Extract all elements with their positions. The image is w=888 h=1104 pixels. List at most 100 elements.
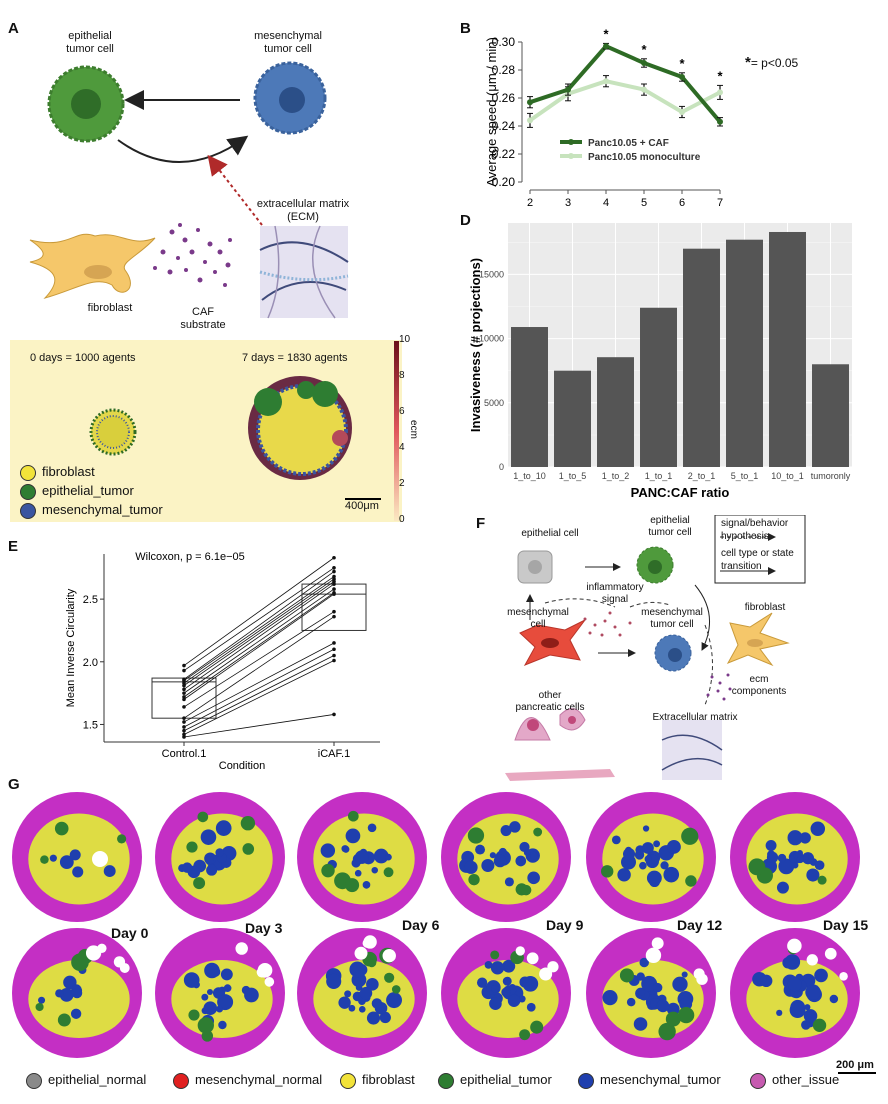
point-icaf [332, 647, 336, 652]
mesenchymal-cluster [489, 852, 497, 859]
panel-label-d: D [460, 212, 471, 229]
mesenchymal-cluster [362, 881, 371, 889]
pair-line [183, 648, 335, 728]
panel-label-e: E [8, 538, 19, 555]
mesenchymal-cluster [784, 954, 801, 970]
mesenchymal-cluster [656, 999, 670, 1013]
epithelial-tumor-cluster [681, 827, 699, 845]
legend-dot [568, 139, 574, 145]
mesenchymal-cluster [679, 997, 693, 1011]
mesenchymal-cluster [384, 853, 392, 861]
simulation-snapshot [441, 928, 571, 1058]
mesenchymal-cluster [373, 848, 389, 864]
data-point [641, 60, 647, 66]
mesenchymal-cluster [502, 959, 516, 973]
circularity-paired-plot: 1.5 2.0 2.5 Control.1 iCAF.1 Wilcoxon, p = 6.… [65, 551, 380, 770]
ecm-image-f [662, 720, 722, 780]
point-icaf [332, 658, 336, 663]
fibroblast-label: fibroblast [87, 302, 133, 314]
epithelial-tumor-cluster [383, 867, 394, 878]
inflammatory-signal-label: inflammatory signal [586, 582, 644, 605]
bar-5_to_1 [726, 239, 763, 467]
point-control [182, 668, 186, 673]
mesenchymal-cluster [660, 861, 669, 870]
series-line-0 [529, 43, 722, 124]
fibroblast-region [28, 813, 130, 905]
mesenchymal-cluster [801, 1020, 811, 1030]
gap [824, 947, 837, 960]
point-icaf [332, 609, 336, 614]
mesenchymal-cluster [374, 1001, 388, 1015]
x-tick-label: 4 [603, 197, 609, 209]
epithelial-tumor-cluster [321, 863, 335, 878]
mesenchymal-cluster [49, 854, 57, 862]
colorbar-label: ecm [407, 420, 419, 439]
epithelial-tumor-cluster [197, 1017, 214, 1034]
mesenchymal-cluster [810, 821, 826, 836]
panel-label-f: F [476, 515, 486, 532]
ecm-image [259, 225, 349, 319]
point-control [182, 687, 186, 692]
y-tick-label: 10000 [479, 334, 504, 344]
y-tick-label: 1.5 [83, 719, 98, 731]
legend-other-issue: other_issue [750, 1072, 860, 1089]
x-tick-label: 2_to_1 [688, 471, 716, 481]
mesenchymal-cluster [489, 997, 502, 1010]
mesenchymal-cluster [484, 960, 493, 969]
mesenchymal-cluster [359, 986, 373, 1000]
mesenchymal-cluster [787, 977, 802, 992]
panel-a-diagram [29, 61, 349, 319]
y-tick-label: 0.24 [492, 119, 516, 133]
point-control [182, 678, 186, 683]
mesenchymal-cluster [530, 851, 538, 860]
simulation-snapshot [730, 792, 860, 922]
mesenchymal-cluster [507, 994, 521, 1007]
mesenchymal-cluster [777, 853, 787, 863]
mesenchymal-cluster [646, 870, 662, 886]
gap [235, 942, 248, 955]
epithelial-tumor-cluster [345, 878, 360, 893]
point-icaf [332, 569, 336, 574]
mesenchymal-cluster [326, 973, 342, 989]
mesenchymal-cluster [358, 1005, 366, 1013]
point-icaf [332, 582, 336, 586]
mesenchymal-cluster [644, 855, 652, 863]
x-tick-label: 1_to_5 [559, 471, 587, 481]
data-point [641, 86, 647, 93]
simulation-snapshot [730, 928, 860, 1058]
mesenchymal-cluster [653, 840, 661, 848]
epithelial-tumor-cluster [35, 1002, 44, 1012]
gap [645, 947, 662, 964]
day0-agents-label: 0 days = 1000 agents [30, 352, 136, 364]
x-tick-label: 5_to_1 [731, 471, 759, 481]
gap [806, 954, 818, 966]
other-pancreatic-label: other pancreatic cells [515, 690, 585, 713]
epithelial-tumor-cluster [242, 843, 255, 855]
mesenchymal-cluster [518, 995, 526, 1003]
point-icaf [332, 592, 336, 596]
x-tick-label: 5 [641, 197, 647, 209]
y-tick-label: 2.0 [83, 657, 98, 669]
simulation-snapshot [12, 792, 142, 922]
ecm-influence-arrow [207, 154, 263, 226]
mesenchymal-cluster [642, 825, 650, 832]
day-label-12: Day 12 [677, 917, 723, 933]
y-axis-label: Mean Inverse Circularity [65, 588, 77, 707]
x-axis-label: Condition [219, 760, 265, 770]
mesenchymal-cluster [204, 962, 220, 979]
box-iCAF.1 [301, 583, 367, 631]
simulation-snapshot [155, 792, 285, 922]
mesenchymal-cluster [491, 985, 499, 993]
epithelial-tumor-cluster [54, 821, 69, 836]
mesenchymal-cluster [814, 860, 825, 871]
mesenchymal-cluster [500, 825, 512, 837]
pair-line [183, 593, 335, 700]
point-control [182, 691, 186, 695]
mesenchymal-cluster [498, 847, 507, 856]
x-tick-label: 1_to_10 [513, 471, 546, 481]
mesenchymal-cluster [778, 858, 795, 875]
mesenchymal-cluster [59, 855, 74, 870]
epithelial-tumor-cluster [519, 1029, 531, 1041]
mesenchymal-cluster [69, 849, 81, 861]
fibroblast-region [28, 960, 130, 1038]
